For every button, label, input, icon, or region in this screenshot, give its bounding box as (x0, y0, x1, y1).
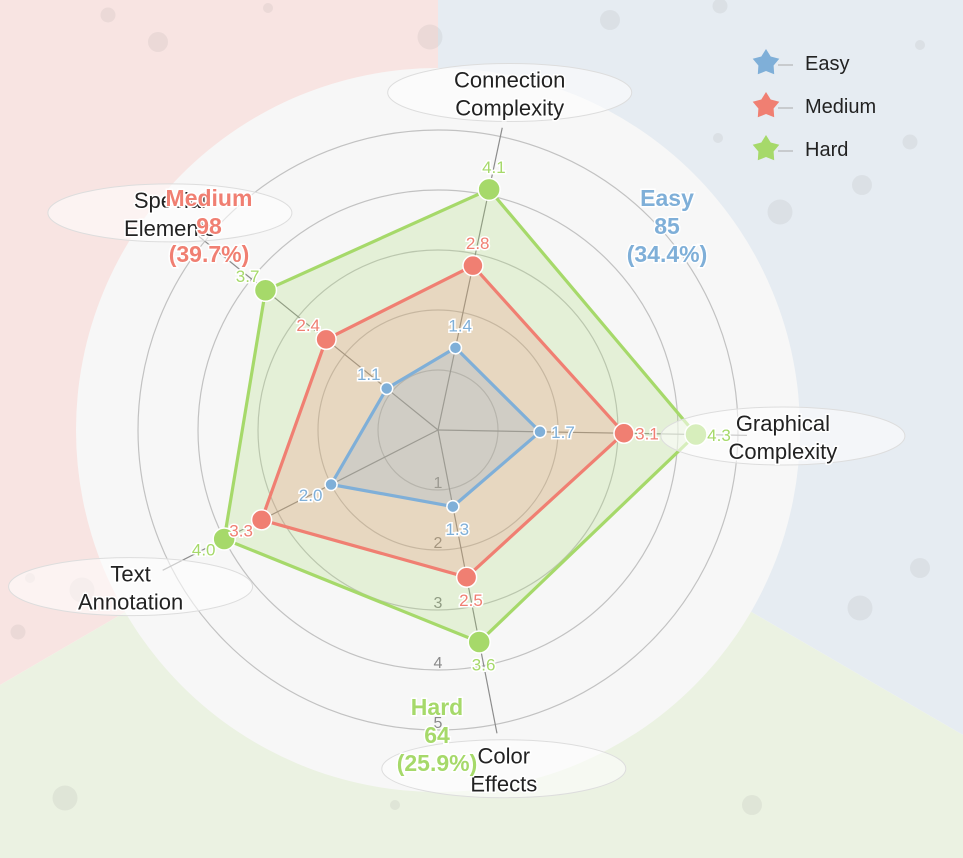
axis-spoke (162, 429, 439, 571)
value-label-medium: 3.1 (635, 425, 659, 444)
grid-ring (377, 369, 499, 491)
decor-bubble (712, 0, 728, 14)
decor-bubble (148, 32, 168, 52)
axis-label-color: Color (478, 744, 531, 769)
legend-label-easy: Easy (805, 53, 849, 75)
axis-label-badge (381, 739, 627, 799)
axis-label-special: Elements (124, 216, 216, 241)
axis-label-graphical: Complexity (728, 439, 837, 464)
decor-bubble (847, 595, 873, 621)
share-label-easy: (34.4%) (627, 241, 708, 267)
series-marker-hard (477, 177, 501, 202)
legend-label-hard: Hard (805, 139, 848, 161)
series-marker-hard (212, 527, 236, 551)
share-label-easy: Easy (640, 185, 694, 211)
series-marker-easy (324, 477, 338, 492)
axis-label-color: Effects (470, 772, 537, 797)
axis-label-badge (8, 557, 254, 617)
decor-bubble (910, 558, 930, 578)
decor-bubble (767, 199, 793, 225)
value-labels: 1.4 1.7 1.3 2.0 1.1 2.8 3.1 2.5 3.3 2.4 4.1 4.3 3.6 4… (190, 156, 732, 676)
axis-label-badge (47, 183, 293, 243)
decor-bubble (263, 3, 273, 13)
series-marker-hard (253, 278, 278, 303)
series-marker-medium (462, 254, 484, 277)
series-marker-medium (250, 509, 273, 531)
share-label-medium: 98 (196, 213, 222, 239)
series-area-easy (329, 346, 542, 509)
legend-label-medium: Medium (805, 96, 876, 118)
series-marker-easy (533, 425, 547, 439)
value-label-hard: 4.0 (192, 540, 216, 559)
decor-bubble (10, 624, 26, 640)
series-marker-medium (613, 422, 635, 444)
series-area-hard (222, 187, 698, 644)
legend-item-medium: Medium (752, 92, 876, 118)
decor-bubble (713, 133, 723, 143)
decor-bubble (100, 7, 116, 23)
series-marker-easy (446, 499, 460, 514)
legend-swatch-easy (752, 49, 780, 75)
decor-bubble (600, 10, 620, 30)
ring-tick-label: 4 (434, 655, 443, 672)
share-label-medium: (39.7%) (169, 241, 250, 267)
value-label-hard: 4.1 (482, 158, 506, 177)
axis-label-text: Text (110, 562, 150, 587)
decor-bubble (390, 800, 400, 810)
grid-ring (317, 309, 559, 551)
share-label-hard: (25.9%) (397, 750, 478, 776)
value-label-easy: 2.0 (299, 486, 323, 505)
legend: Easy Medium Hard (752, 49, 876, 161)
value-label-easy: 1.1 (357, 365, 381, 384)
axis-label-connection: Connection (454, 68, 565, 93)
ring-tick-label: 2 (434, 535, 443, 552)
value-label-hard: 4.3 (707, 426, 731, 445)
value-label-easy: 1.7 (551, 423, 575, 442)
share-label-hard: 64 (424, 722, 450, 748)
axis-label-graphical: Graphical (736, 411, 830, 436)
decor-bubble (915, 40, 925, 50)
series-marker-easy (379, 381, 394, 396)
value-label-medium: 2.4 (296, 316, 320, 335)
axis-label-badge (387, 63, 633, 122)
radar-series (212, 177, 708, 654)
decor-bubble (742, 795, 762, 815)
series-marker-easy (448, 341, 463, 355)
axis-label-connection: Complexity (455, 96, 564, 121)
value-label-hard: 3.7 (236, 267, 260, 286)
series-marker-hard (467, 630, 491, 654)
axis-label-text: Annotation (78, 590, 183, 615)
ring-tick-label: 5 (434, 715, 443, 732)
decor-bubble (902, 134, 918, 150)
share-label-hard: Hard (411, 694, 463, 720)
legend-swatch-medium (752, 92, 780, 118)
axis-labels: Connection Complexity Graphical Complexity C… (8, 63, 906, 799)
legend-swatch-hard (752, 135, 780, 161)
value-label-medium: 2.5 (459, 591, 483, 610)
axis-label-special: Special (134, 188, 206, 213)
legend-item-easy: Easy (752, 49, 849, 75)
value-label-easy: 1.3 (445, 520, 469, 539)
value-label-medium: 3.3 (229, 521, 253, 540)
axis-label-badge (660, 406, 906, 466)
legend-item-hard: Hard (752, 135, 848, 161)
series-marker-medium (455, 566, 478, 588)
value-label-hard: 3.6 (472, 656, 496, 675)
series-marker-medium (315, 328, 337, 351)
share-label-medium: Medium (166, 185, 253, 211)
share-label-easy: 85 (654, 213, 680, 239)
decor-bubble (852, 175, 872, 195)
decor-bubble (52, 785, 78, 811)
value-label-medium: 2.8 (466, 234, 490, 253)
value-label-easy: 1.4 (448, 316, 472, 335)
series-area-medium (260, 264, 626, 579)
decor-bubble (417, 24, 443, 50)
ring-tick-label: 1 (434, 475, 443, 492)
ring-tick-label: 3 (434, 595, 443, 612)
